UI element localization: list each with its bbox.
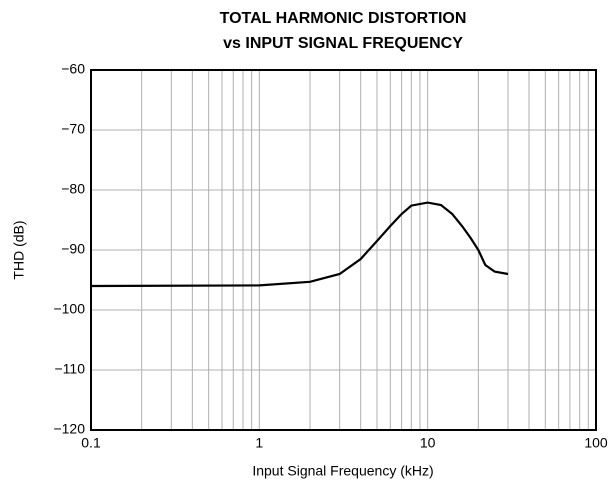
x-tick-label: 100 bbox=[584, 435, 608, 451]
y-tick-label: −70 bbox=[61, 121, 85, 137]
x-axis-label: Input Signal Frequency (kHz) bbox=[252, 463, 433, 479]
y-tick-label: −120 bbox=[53, 421, 85, 437]
x-tick-label: 0.1 bbox=[81, 435, 101, 451]
chart-subtitle: vs INPUT SIGNAL FREQUENCY bbox=[223, 35, 463, 52]
y-tick-label: −60 bbox=[61, 61, 85, 77]
plot-frame bbox=[90, 69, 597, 431]
x-tick-label: 10 bbox=[420, 435, 436, 451]
y-tick-label: −90 bbox=[61, 241, 85, 257]
x-tick-label: 1 bbox=[255, 435, 263, 451]
data-line bbox=[90, 201, 509, 288]
chart-title: TOTAL HARMONIC DISTORTION bbox=[220, 10, 467, 27]
y-tick-label: −100 bbox=[53, 301, 85, 317]
y-tick-label: −80 bbox=[61, 181, 85, 197]
y-axis-label: THD (dB) bbox=[11, 220, 27, 279]
y-tick-label: −110 bbox=[55, 361, 86, 377]
